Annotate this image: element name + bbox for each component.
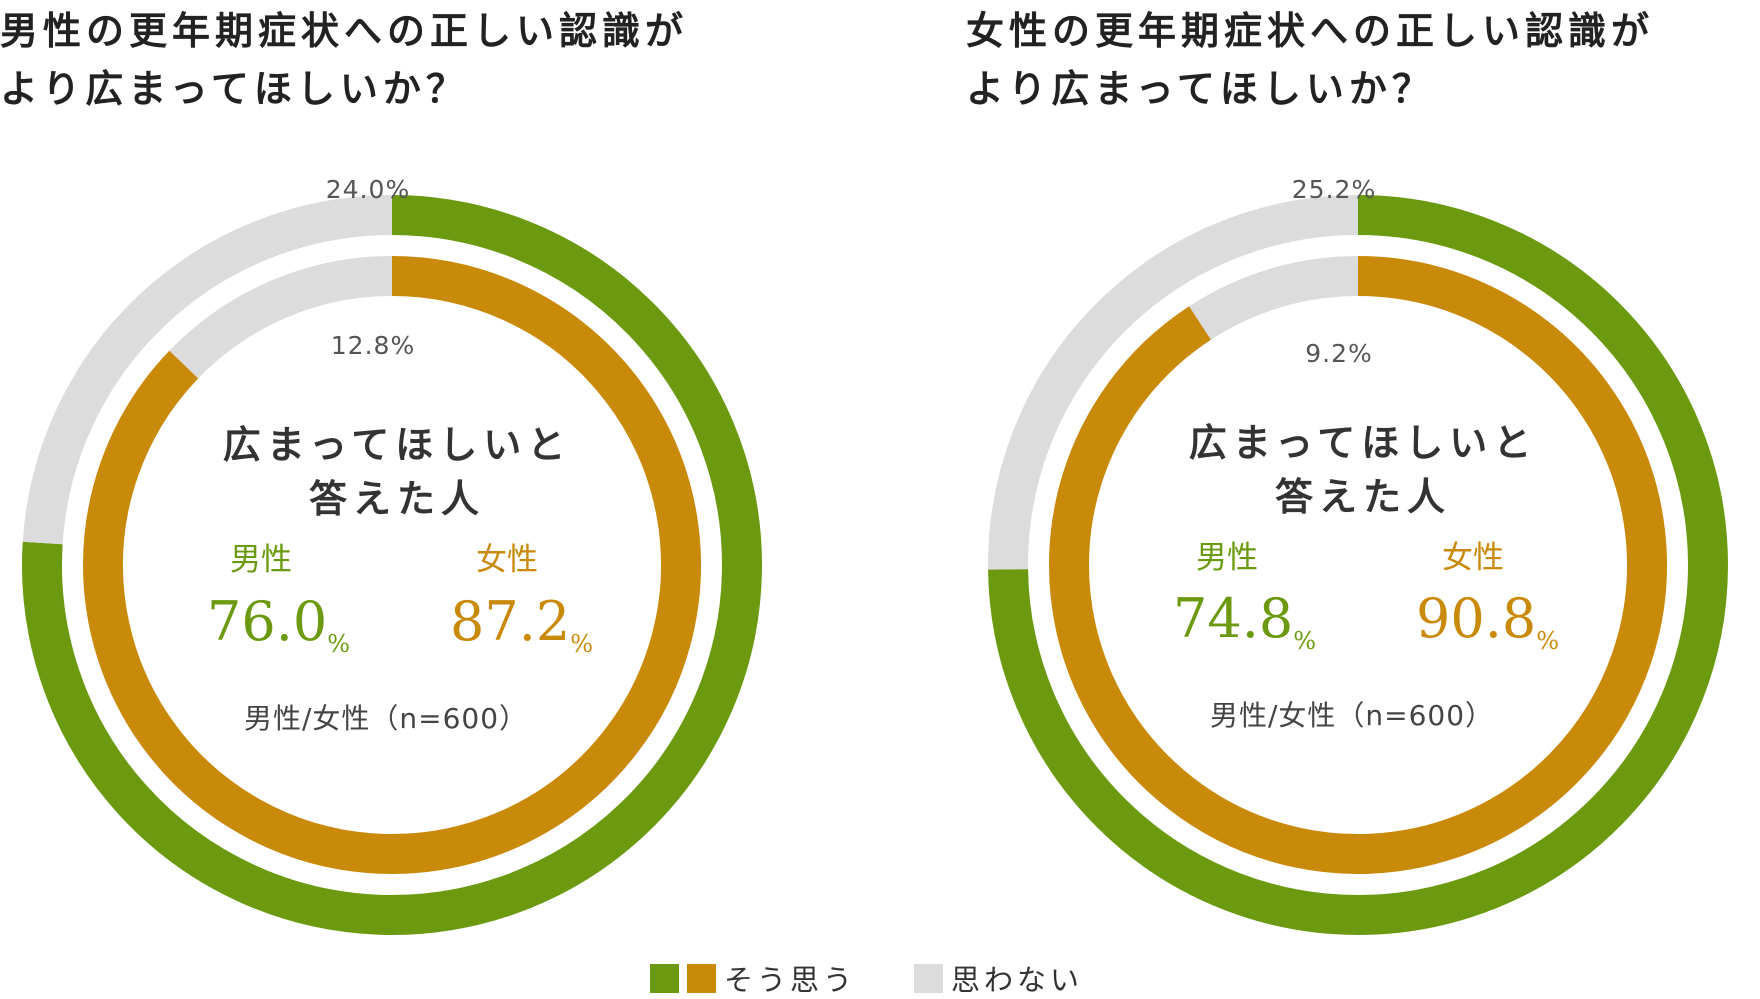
- legend-swatch-no: [914, 963, 944, 993]
- women-value: 87.2%: [450, 590, 593, 658]
- inner-ring-women: [83, 256, 701, 874]
- inner-ring-women-no-arc: [1189, 256, 1359, 340]
- inner-ring-women: [1049, 256, 1667, 874]
- inner-ring-women-yes-arc: [1049, 256, 1667, 874]
- inner-ring-women-yes-arc: [83, 256, 701, 874]
- donut-chart: 24.0% 12.8% 広まってほしいと 答えた人 男性 女性 76.0% 87…: [22, 175, 762, 935]
- outer-ring-men: [22, 195, 762, 935]
- men-value-number: 76.0: [207, 590, 327, 653]
- women-value-unit: %: [1536, 627, 1559, 655]
- women-label: 女性: [476, 542, 538, 578]
- outer-ring-men-yes-arc: [988, 195, 1728, 935]
- outer-ring-men-no-arc: [988, 195, 1359, 570]
- chart-title: 女性の更年期症状への正しい認識が より広まってほしいか？: [966, 9, 1655, 111]
- legend-swatch-women-yes: [687, 963, 716, 993]
- outer-ring-men-yes-arc: [22, 195, 762, 935]
- outer-no-label: 25.2%: [1292, 175, 1376, 204]
- men-value-unit: %: [1293, 627, 1316, 655]
- chart-title: 男性の更年期症状への正しい認識が より広まってほしいか？: [0, 9, 689, 111]
- center-heading-line1: 広まってほしいと: [223, 423, 572, 467]
- men-value-number: 74.8: [1173, 587, 1293, 650]
- women-label: 女性: [1442, 540, 1504, 576]
- men-label: 男性: [230, 542, 292, 578]
- men-value: 74.8%: [1173, 587, 1316, 655]
- outer-ring-men-no-arc: [22, 195, 393, 545]
- inner-no-label: 9.2%: [1305, 339, 1373, 368]
- chart-panel-women: 25.2% 9.2% 広まってほしいと 答えた人 男性 女性 74.8% 90.…: [966, 0, 1760, 935]
- center-heading-line2: 答えた人: [1275, 475, 1451, 519]
- outer-no-label: 24.0%: [326, 175, 410, 204]
- sample-note: 男性/女性（n=600）: [1210, 699, 1494, 732]
- legend-label-yes: そう思う: [724, 963, 857, 997]
- women-value-unit: %: [570, 630, 593, 658]
- legend: そう思う 思わない: [650, 960, 1141, 997]
- men-value: 76.0%: [207, 590, 350, 658]
- women-value-number: 90.8: [1416, 587, 1536, 650]
- inner-no-label: 12.8%: [331, 331, 415, 360]
- men-value-unit: %: [327, 630, 350, 658]
- men-label: 男性: [1196, 540, 1258, 576]
- legend-swatch-men-yes: [650, 963, 679, 993]
- legend-label-no: 思わない: [951, 963, 1084, 997]
- women-value: 90.8%: [1416, 587, 1559, 655]
- donut-chart: 25.2% 9.2% 広まってほしいと 答えた人 男性 女性 74.8% 90.…: [988, 175, 1728, 935]
- women-value-number: 87.2: [450, 590, 570, 653]
- center-heading-line2: 答えた人: [309, 477, 485, 521]
- outer-ring-men: [988, 195, 1728, 935]
- chart-panel-men: 24.0% 12.8% 広まってほしいと 答えた人 男性 女性 76.0% 87…: [0, 0, 880, 935]
- center-heading-line1: 広まってほしいと: [1189, 421, 1538, 465]
- sample-note: 男性/女性（n=600）: [244, 702, 528, 735]
- inner-ring-women-no-arc: [169, 256, 393, 379]
